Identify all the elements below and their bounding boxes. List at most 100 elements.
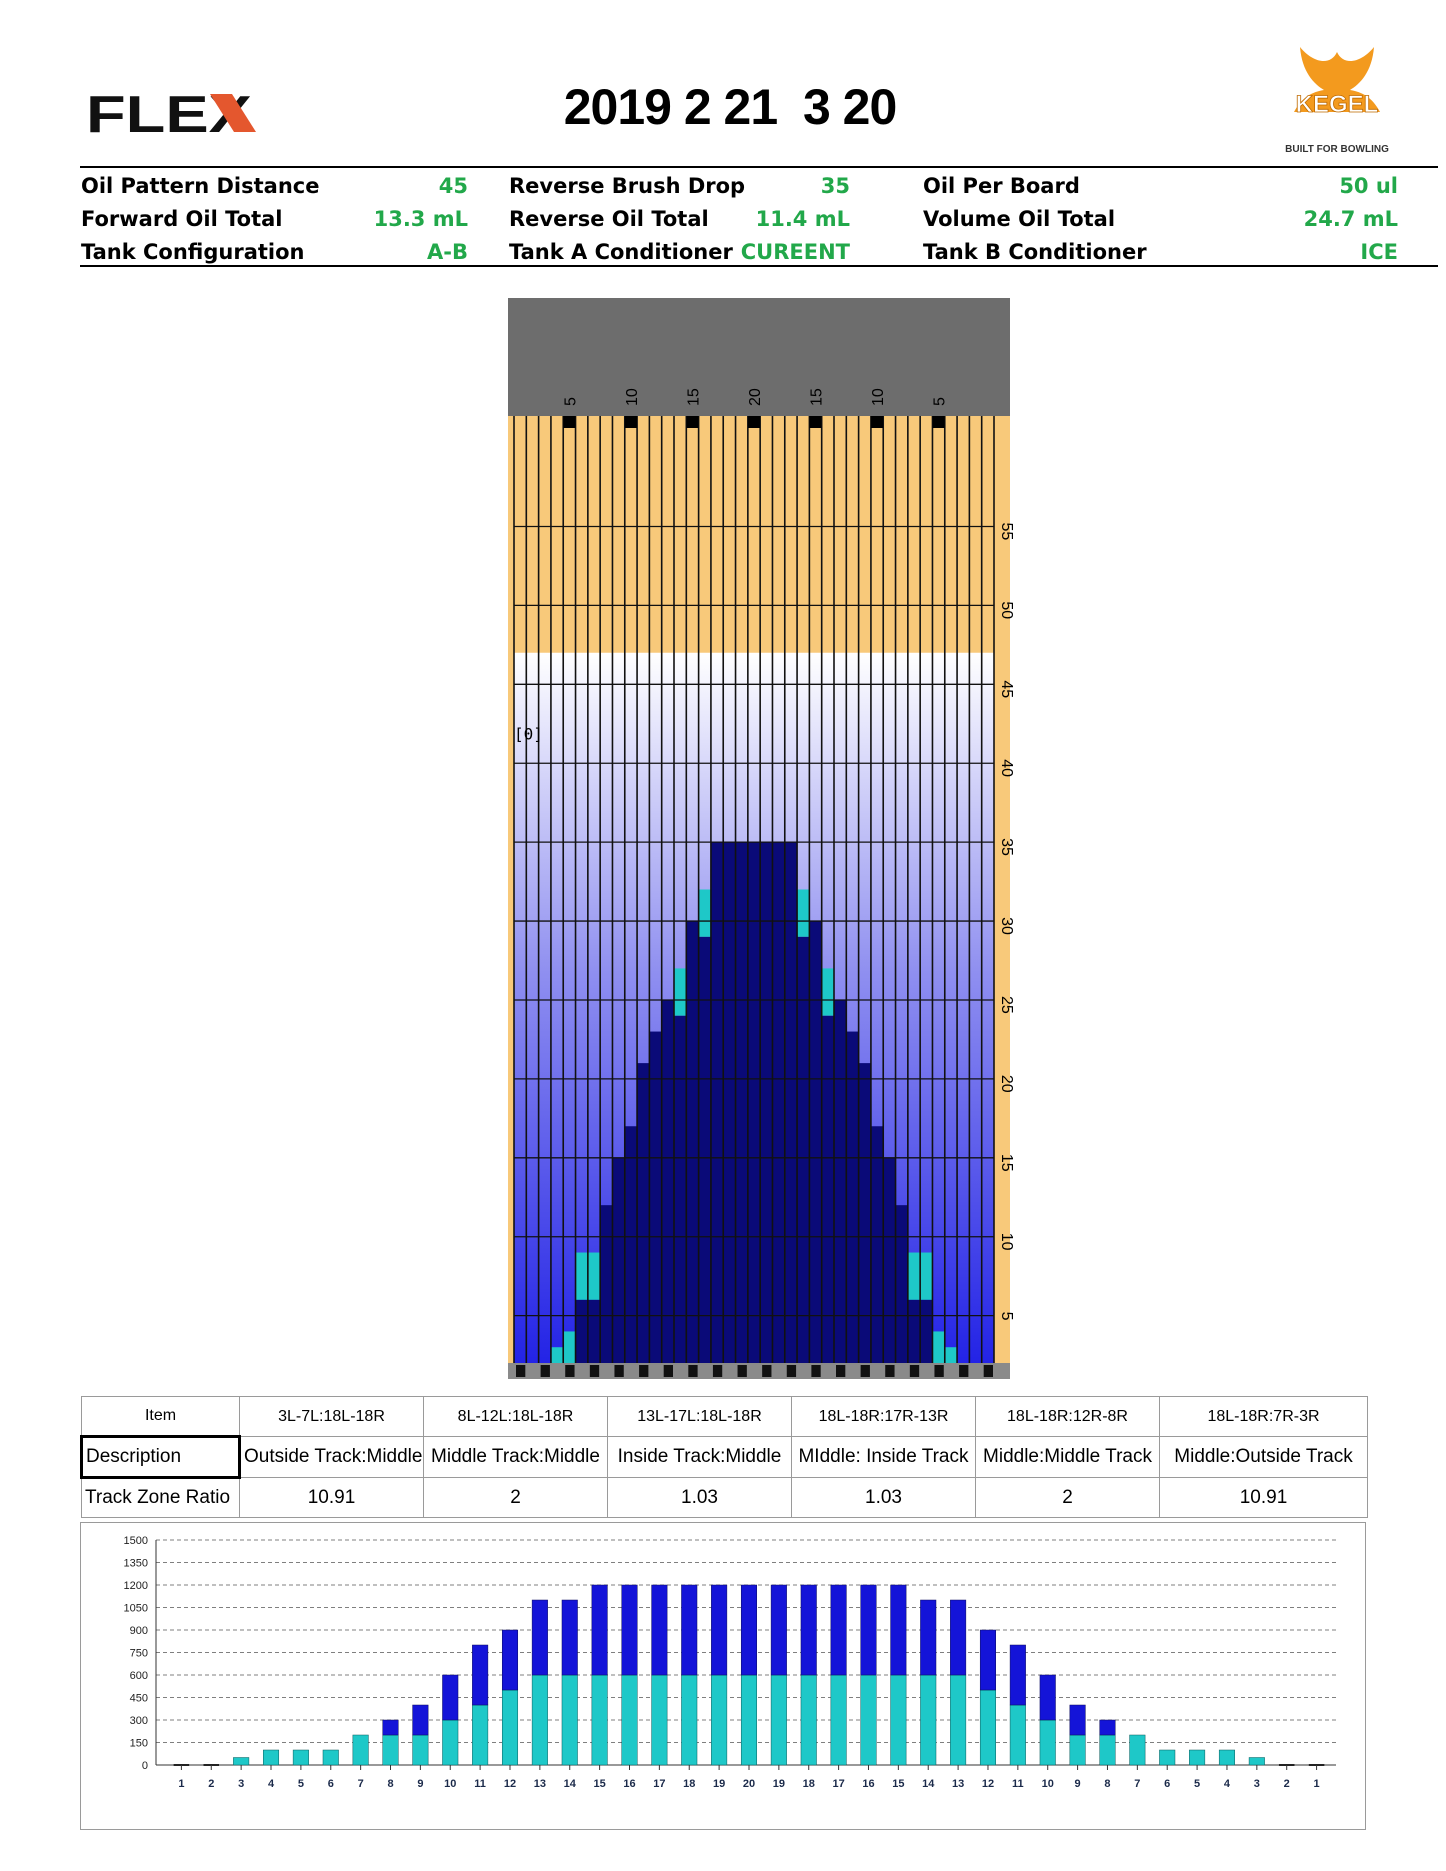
table-cell: Track Zone Ratio	[81, 1477, 240, 1518]
x-tick-label: 18	[683, 1778, 695, 1790]
x-tick-label: 3	[1254, 1778, 1260, 1790]
bar-reverse	[531, 1599, 548, 1676]
bar-forward	[1039, 1719, 1056, 1766]
board-oil-column	[784, 842, 798, 1363]
x-tick-label: 12	[504, 1778, 516, 1790]
summary-value: A-B	[427, 240, 468, 264]
summary-bottom-rule	[80, 265, 1438, 267]
bar-reverse	[830, 1584, 847, 1676]
bar-forward	[412, 1734, 429, 1766]
bottom-board-marker	[737, 1365, 747, 1377]
x-tick-label: 13	[534, 1778, 546, 1790]
foot-label: 55	[998, 522, 1015, 540]
board-oil-column	[624, 1126, 638, 1363]
x-tick-label: 13	[952, 1778, 964, 1790]
board-oil-column	[907, 1299, 921, 1363]
board-oil-tip	[698, 889, 711, 937]
table-header-cell: 3L-7L:18L-18R	[239, 1396, 424, 1437]
x-tick-label: 17	[653, 1778, 665, 1790]
bottom-board-marker	[589, 1365, 600, 1377]
top-board-label: 15	[685, 388, 702, 406]
bottom-board-marker	[540, 1365, 550, 1377]
summary-label: Volume Oil Total	[923, 207, 1116, 231]
summary-label: Tank B Conditioner	[923, 240, 1147, 264]
table-header-cell: 8L-12L:18L-18R	[423, 1396, 608, 1437]
bar-chart-frame	[80, 1522, 1366, 1830]
table-cell: 1.03	[791, 1477, 976, 1518]
x-tick-label: 7	[358, 1778, 364, 1790]
bar-forward	[233, 1757, 250, 1766]
bottom-board-marker	[983, 1365, 993, 1377]
bar-forward	[1129, 1734, 1146, 1766]
bar-reverse	[1009, 1644, 1026, 1706]
summary-label: Reverse Oil Total	[509, 207, 709, 231]
bar-forward	[1069, 1734, 1086, 1766]
top-board-label: 5	[562, 397, 579, 406]
bar-forward	[1009, 1704, 1026, 1766]
kegel-tagline: BUILT FOR BOWLING	[1285, 144, 1389, 155]
board-oil-column	[674, 1015, 687, 1363]
summary-value: 50 ul	[1339, 174, 1398, 198]
board-oil-column	[809, 921, 822, 1363]
bottom-board-marker	[762, 1365, 772, 1377]
bottom-board-marker	[663, 1365, 673, 1377]
arrow-marker-icon	[624, 416, 637, 428]
top-board-label: 20	[747, 388, 764, 406]
arrow-marker-icon	[932, 416, 945, 428]
board-oil-column	[735, 842, 748, 1363]
bottom-board-marker	[565, 1365, 575, 1377]
x-tick-label: 9	[417, 1778, 423, 1790]
board-oil-column	[637, 1063, 650, 1363]
bar-reverse	[621, 1584, 638, 1676]
bar-forward	[262, 1749, 280, 1766]
table-cell: 1.03	[607, 1477, 792, 1518]
x-tick-label: 5	[298, 1778, 304, 1790]
bar-reverse	[979, 1629, 996, 1691]
phoenix-icon	[1294, 47, 1380, 112]
x-tick-label: 14	[564, 1778, 577, 1790]
x-tick-label: 6	[1164, 1778, 1170, 1790]
y-tick-label: 1050	[124, 1603, 148, 1615]
foot-label: 15	[998, 1154, 1015, 1172]
foot-label: 35	[998, 838, 1015, 856]
bar-forward	[322, 1749, 339, 1766]
board-oil-tip	[797, 889, 810, 937]
table-cell-selected[interactable]: Description	[80, 1435, 241, 1479]
table-header-cell: 18L-18R:17R-13R	[791, 1396, 976, 1437]
board-oil-tip	[821, 968, 834, 1016]
bar-forward	[382, 1734, 399, 1766]
table-header-cell: 18L-18R:7R-3R	[1159, 1396, 1368, 1437]
board-oil-tip	[575, 1252, 588, 1300]
board-oil-tip	[932, 1331, 945, 1363]
bottom-board-marker	[860, 1365, 870, 1377]
bar-forward	[501, 1689, 519, 1766]
table-cell: Middle:Outside Track	[1159, 1436, 1368, 1478]
x-tick-label: 1	[1314, 1778, 1320, 1790]
board-oil-tip	[550, 1347, 564, 1363]
bar-reverse	[412, 1704, 429, 1736]
bottom-board-marker	[934, 1365, 944, 1377]
bar-forward	[472, 1704, 489, 1766]
bar-forward	[531, 1674, 548, 1766]
summary-label: Reverse Brush Drop	[509, 174, 746, 198]
board-oil-column	[723, 842, 736, 1363]
x-tick-label: 10	[1042, 1778, 1054, 1790]
top-board-label: 10	[870, 388, 887, 406]
x-tick-label: 5	[1194, 1778, 1200, 1790]
board-oil-column	[661, 999, 674, 1363]
bar-forward	[950, 1674, 967, 1766]
bar-forward	[711, 1674, 728, 1766]
board-oil-column	[870, 1126, 884, 1363]
arrow-marker-icon	[809, 416, 822, 428]
bottom-board-marker	[885, 1365, 895, 1377]
bar-reverse	[1099, 1719, 1116, 1736]
summary-top-rule	[80, 166, 1438, 168]
x-tick-label: 11	[474, 1778, 486, 1790]
top-board-label: 5	[932, 397, 949, 406]
bar-forward	[1099, 1734, 1116, 1766]
board-oil-column	[920, 1299, 933, 1363]
bar-forward	[1159, 1749, 1176, 1766]
board-oil-column	[686, 921, 699, 1363]
bar-forward	[979, 1689, 996, 1766]
